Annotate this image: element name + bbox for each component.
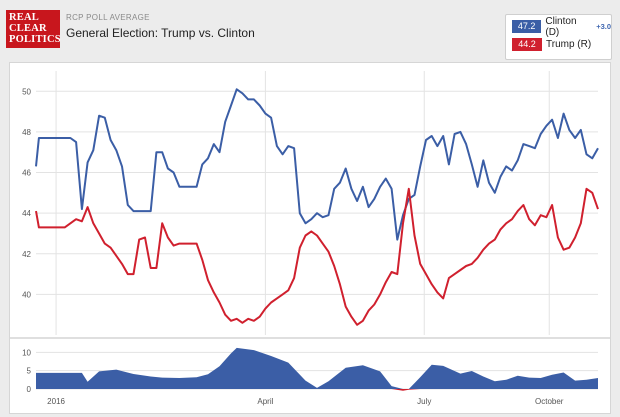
spread-y-tick-label: 10: [22, 348, 31, 357]
x-tick-label: 2016: [47, 397, 65, 406]
trump-label: Trump (R): [546, 39, 592, 50]
x-tick-label: October: [535, 397, 564, 406]
legend: 47.2 Clinton (D) +3.0 44.2 Trump (R): [505, 14, 612, 60]
series-line-clinton: [35, 88, 599, 241]
series-line-trump: [35, 187, 599, 326]
spread-area: [36, 347, 598, 389]
y-tick-label: 50: [22, 87, 31, 96]
x-tick-label: July: [417, 397, 431, 406]
kicker-label: RCP POLL AVERAGE: [66, 13, 150, 22]
chart-container[interactable]: 40 42 44 46 48 50 0 5 10 2016 April July October: [9, 62, 611, 414]
chart-header: REAL CLEAR POLITICS RCP POLL AVERAGE Gen…: [0, 0, 620, 60]
y-tick-label: 48: [22, 128, 31, 137]
y-tick-label: 46: [22, 169, 31, 178]
logo-line-2: CLEAR: [9, 23, 47, 34]
spread-y-tick-label: 5: [27, 367, 32, 376]
logo-line-1: REAL: [9, 12, 39, 23]
chart-svg[interactable]: 40 42 44 46 48 50 0 5 10 2016 April July October: [10, 63, 610, 413]
logo-line-3: POLITICS: [9, 34, 61, 45]
spread-label: +3.0: [596, 22, 611, 31]
clinton-value-badge: 47.2: [512, 20, 542, 33]
x-tick-label: April: [257, 397, 273, 406]
legend-item-clinton[interactable]: 47.2 Clinton (D) +3.0: [512, 16, 611, 38]
rcp-logo[interactable]: REAL CLEAR POLITICS: [6, 10, 61, 48]
clinton-label: Clinton (D): [545, 15, 577, 38]
spread-y-tick-label: 0: [27, 385, 32, 394]
chart-title: General Election: Trump vs. Clinton: [66, 26, 255, 40]
trump-value-badge: 44.2: [512, 38, 542, 51]
y-tick-label: 42: [22, 250, 31, 259]
y-tick-label: 40: [22, 290, 31, 299]
legend-item-trump[interactable]: 44.2 Trump (R): [512, 38, 591, 51]
y-tick-label: 44: [22, 209, 31, 218]
